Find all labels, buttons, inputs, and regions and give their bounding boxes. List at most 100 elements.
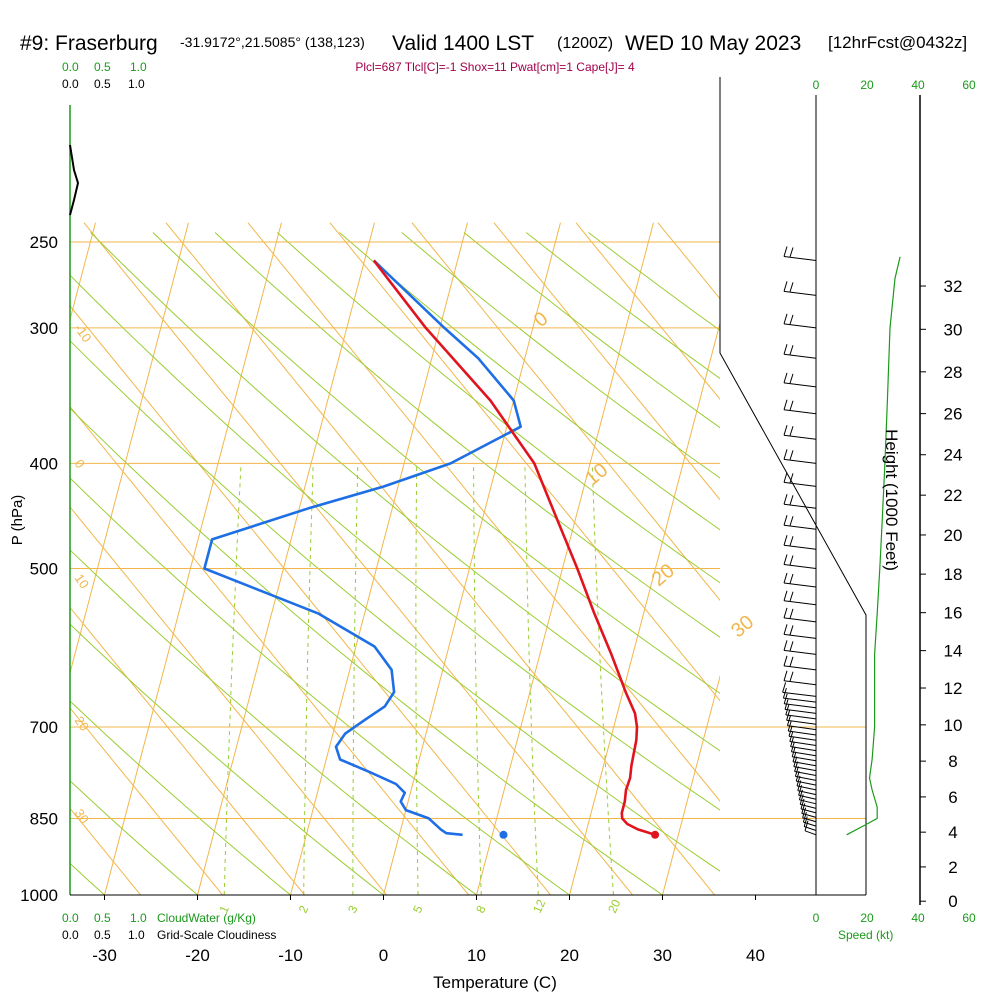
dry-adiabat-line: [276, 232, 720, 584]
wind-barb-staff: [799, 799, 817, 805]
isentrope-line: [165, 222, 716, 895]
pressure-tick-label: 250: [30, 233, 58, 252]
wind-barb-staff: [785, 714, 817, 720]
isentrope-label: -10: [72, 321, 95, 345]
isentrope-line: [329, 222, 720, 702]
wind-barb-staff: [783, 382, 817, 388]
wind-barb-flag: [789, 247, 794, 258]
mixing-ratio-label: 2: [296, 903, 312, 915]
wind-barb: [783, 372, 817, 388]
wind-barbs: [782, 246, 817, 836]
wind-barb-staff: [793, 766, 817, 772]
wind-barb-flag: [783, 372, 788, 383]
mixing-ratio-label: 3: [345, 903, 361, 915]
isentrope-label: 20: [72, 713, 93, 733]
temperature-tick-label: 10: [467, 946, 486, 965]
wind-barb-staff: [783, 353, 817, 359]
wind-barb: [783, 494, 817, 509]
dry-adiabat-lines: [70, 232, 720, 895]
wind-barb: [783, 535, 817, 550]
wind-barb-flag: [795, 771, 800, 782]
wind-barb-staff: [796, 780, 817, 786]
wind-barb: [783, 554, 817, 569]
dry-adiabat-line: [70, 862, 106, 895]
wind-barb-staff: [783, 323, 817, 329]
wind-barb: [802, 807, 817, 823]
wind-barb-staff: [783, 564, 817, 569]
dry-adiabat-line: [70, 407, 664, 895]
x-axis-label: Temperature (C): [433, 973, 557, 992]
wind-barb-staff: [802, 817, 817, 823]
station-title: #9: Fraserburg: [20, 32, 158, 55]
y-axis-label: P (hPa): [9, 495, 26, 546]
wind-barb: [803, 816, 817, 831]
dry-adiabat-line: [152, 232, 720, 694]
wind-barb-staff: [791, 751, 817, 757]
wind-barb: [782, 682, 817, 697]
temperature-tick-label: -30: [92, 946, 117, 965]
station-location: -31.9172°,21.5085° (138,123): [180, 34, 365, 50]
plot-envelope: [719, 77, 867, 895]
isentrope-line: [493, 222, 720, 501]
wind-barb-flag: [783, 281, 788, 292]
height-tick-label: 14: [944, 642, 963, 661]
height-tick-label: 26: [944, 405, 963, 424]
wind-barb: [802, 811, 817, 827]
wind-barb-flag: [789, 656, 794, 667]
wind-barb-flag: [794, 761, 799, 772]
wind-barb-staff: [783, 600, 817, 606]
wind-barb-flag: [783, 670, 788, 681]
height-axis-label: Height (1000 Feet): [882, 429, 901, 571]
wind-barb-staff: [783, 434, 817, 440]
cloudiness-label: Grid-Scale Cloudiness: [157, 928, 276, 942]
isentrope-line: [70, 707, 224, 895]
wind-barb-flag: [783, 494, 788, 505]
wind-barb-staff: [783, 503, 817, 509]
wind-barb-flag: [789, 450, 794, 461]
wind-barb-flag: [789, 573, 794, 584]
wind-barb-staff: [800, 803, 817, 809]
wind-barb-staff: [783, 255, 817, 261]
dry-adiabat-line: [525, 232, 720, 380]
pressure-tick-label: 700: [30, 718, 58, 737]
speed-scale: 0 20 40 60 0 20 40 60 Speed (kt): [813, 78, 976, 942]
wind-barb-staff: [783, 544, 817, 550]
mixing-ratio-label: 8: [473, 903, 489, 915]
wind-barb-staff: [803, 821, 817, 827]
pressure-tick-label: 500: [30, 560, 58, 579]
wind-barb-staff: [790, 746, 817, 752]
wind-barb: [795, 771, 817, 786]
isotherm-line: [382, 222, 561, 895]
wind-barb: [783, 449, 817, 464]
isotherm-line: [289, 222, 468, 895]
dry-adiabat-line: [339, 232, 720, 531]
cloudwater-scale-top: 0.0 0.5 1.0 0.0 0.5 1.0: [62, 60, 147, 91]
pressure-tick-label: 300: [30, 319, 58, 338]
dry-adiabat-line: [70, 274, 720, 811]
wind-barb: [783, 572, 817, 588]
dry-adiabat-line: [70, 700, 292, 895]
dewpoint-profile: [203, 259, 522, 837]
height-tick-label: 24: [944, 446, 963, 465]
dry-adiabat-line: [401, 232, 720, 479]
dry-adiabat-line: [70, 623, 385, 895]
wind-barb: [804, 820, 817, 836]
temperature-tick-label: 30: [653, 946, 672, 965]
wind-barb-staff: [783, 649, 817, 655]
wind-barb: [783, 590, 817, 606]
mixing-ratio-line: [352, 463, 359, 895]
dry-adiabat-line: [214, 232, 720, 638]
wind-barb-staff: [783, 290, 817, 296]
wind-barb-flag: [794, 766, 799, 777]
wind-barb: [783, 472, 817, 487]
isentrope-line: [247, 222, 720, 802]
sounding-profiles: [203, 259, 656, 837]
wind-barb-staff: [783, 680, 817, 686]
temperature-tick-label: -20: [185, 946, 210, 965]
height-tick-label: 30: [944, 320, 963, 339]
height-tick-label: 18: [944, 565, 963, 584]
wind-barb-flag: [783, 624, 788, 635]
dry-adiabat-line: [70, 340, 720, 872]
cloudwater-label: CloudWater (g/Kg): [157, 911, 256, 925]
